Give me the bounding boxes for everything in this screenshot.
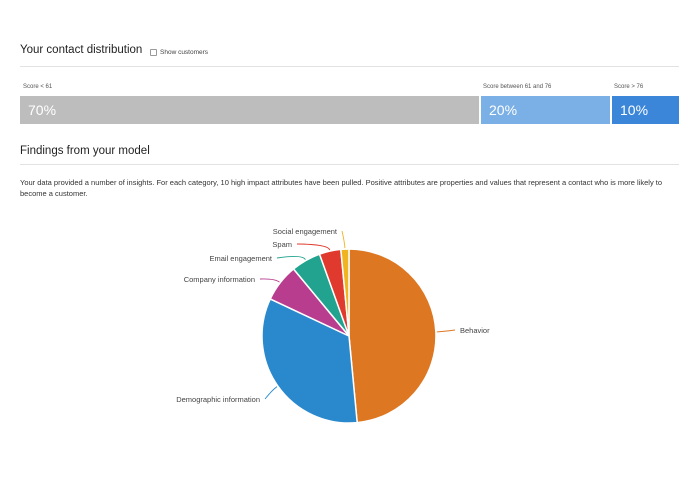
pie-leader-line-email-engagement — [276, 256, 306, 260]
pie-label-spam: Spam — [272, 240, 292, 249]
score-mid-bar[interactable]: 20% — [481, 96, 610, 124]
pie-label-social-engagement: Social engagement — [273, 227, 338, 236]
score-low-value: 70% — [28, 102, 57, 118]
findings-title: Findings from your model — [20, 145, 150, 157]
pie-label-company-information: Company information — [184, 275, 255, 284]
pie-label-behavior: Behavior — [460, 326, 490, 335]
pie-label-email-engagement: Email engagement — [209, 254, 272, 263]
findings-description: Your data provided a number of insights.… — [20, 178, 663, 198]
contact-distribution-title: Your contact distribution — [20, 44, 143, 56]
score-mid-label: Score between 61 and 76 — [483, 84, 552, 90]
pie-leader-line-demographic-information — [264, 386, 278, 400]
pie-label-demographic-information: Demographic information — [176, 395, 260, 404]
score-high-bar[interactable]: 10% — [612, 96, 679, 124]
score-high-value: 10% — [620, 102, 649, 118]
score-low-label: Score < 61 — [23, 84, 53, 90]
pie-leader-line-spam — [296, 243, 331, 251]
pie-leader-line-behavior — [436, 329, 456, 333]
contact-distribution-header: Your contact distribution Show customers — [20, 44, 679, 67]
score-low-bar[interactable]: 70% — [20, 96, 479, 124]
pie-leader-line-company-information — [259, 278, 280, 283]
score-mid-value: 20% — [489, 102, 518, 118]
pie-slice-behavior[interactable] — [348, 248, 437, 424]
pie-leader-line-social-engagement — [341, 230, 346, 249]
show-customers-toggle[interactable]: Show customers — [150, 49, 208, 56]
show-customers-checkbox[interactable] — [150, 49, 157, 56]
pie-slice-demographic-information[interactable] — [261, 297, 359, 424]
pie-slice-social-engagement[interactable] — [339, 248, 350, 337]
findings-header: Findings from your model — [20, 145, 679, 165]
score-high-label: Score > 76 — [614, 84, 644, 90]
show-customers-label: Show customers — [160, 49, 209, 56]
